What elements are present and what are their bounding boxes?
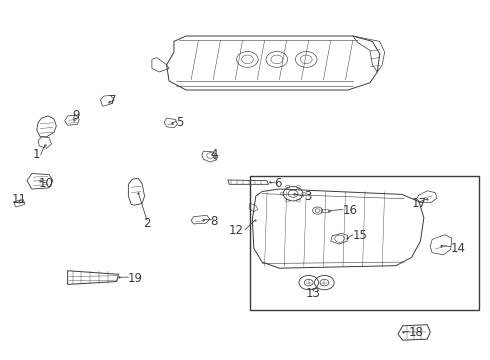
Bar: [250, 176, 479, 310]
Text: 2: 2: [143, 217, 151, 230]
Text: 17: 17: [412, 197, 426, 210]
Text: 9: 9: [72, 109, 80, 122]
Text: 6: 6: [274, 177, 282, 190]
Text: 5: 5: [176, 116, 184, 129]
Text: 18: 18: [409, 327, 424, 339]
Text: 10: 10: [39, 177, 54, 190]
Text: 4: 4: [211, 148, 218, 161]
Text: 15: 15: [353, 229, 368, 242]
Text: 8: 8: [211, 215, 218, 228]
Text: 11: 11: [12, 193, 27, 206]
Text: 13: 13: [306, 287, 321, 300]
Text: 14: 14: [451, 242, 466, 255]
Text: 16: 16: [343, 204, 358, 217]
Text: 12: 12: [229, 224, 244, 237]
Text: 19: 19: [127, 273, 143, 285]
Text: 7: 7: [109, 94, 117, 107]
Text: 3: 3: [304, 190, 311, 203]
Text: 1: 1: [33, 148, 40, 161]
